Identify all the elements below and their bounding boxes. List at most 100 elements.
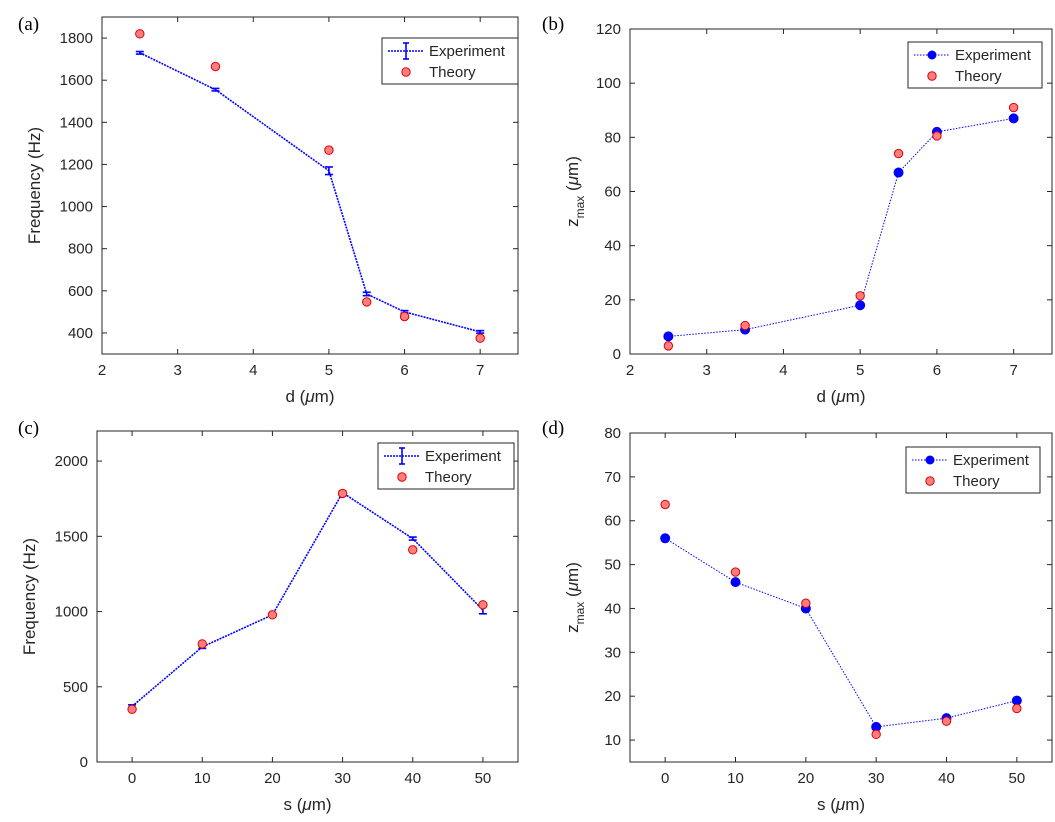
panel-label: (d) [542, 418, 564, 439]
y-axis-label: Frequency (Hz) [20, 538, 39, 655]
theory-point [210, 61, 221, 72]
x-axis-label: d (μm) [817, 387, 866, 406]
x-axis-label-part: s ( [817, 795, 836, 814]
y-tick-label: 40 [604, 238, 621, 255]
series-line [668, 117, 1014, 337]
series-line [131, 491, 484, 707]
series-theory [660, 499, 1022, 740]
theory-point [871, 729, 881, 740]
x-tick-label: 50 [475, 770, 492, 787]
y-axis-label-part: z [563, 218, 582, 227]
x-tick-label: 30 [334, 770, 351, 787]
theory-point [475, 333, 485, 343]
x-tick-label: 40 [938, 770, 955, 787]
y-axis-label-part: max [573, 196, 587, 219]
theory-point [324, 145, 334, 155]
legend-theory-marker [397, 472, 407, 482]
legend-experiment-marker [927, 50, 937, 60]
x-tick-label: 50 [1008, 770, 1025, 787]
legend-experiment-marker [925, 455, 935, 465]
y-tick-label: 10 [604, 732, 621, 749]
y-axis-label-part: m) [563, 156, 582, 176]
panel-label: (a) [18, 14, 39, 35]
theory-point [660, 499, 670, 510]
legend-experiment-label: Experiment [429, 43, 506, 60]
y-tick-label: 400 [68, 325, 93, 342]
series-experiment [660, 533, 1022, 732]
theory-point [399, 311, 410, 322]
y-tick-label: 30 [604, 644, 621, 661]
legend-experiment-label: Experiment [955, 47, 1032, 64]
x-tick-label: 2 [98, 362, 106, 379]
y-axis-label-part: m) [563, 562, 582, 582]
x-tick-label: 7 [1009, 362, 1017, 379]
x-axis-label-part: d ( [286, 387, 306, 406]
x-tick-label: 6 [400, 362, 408, 379]
experiment-point [660, 533, 671, 544]
x-tick-label: 2 [626, 362, 634, 379]
y-tick-label: 600 [68, 283, 93, 300]
y-axis-label: zmax (μm) [563, 156, 587, 227]
x-tick-label: 40 [404, 770, 421, 787]
theory-point [135, 29, 145, 39]
y-tick-label: 120 [596, 21, 621, 38]
y-axis-label-part: μ [563, 175, 582, 186]
y-tick-label: 1400 [60, 114, 93, 131]
x-tick-label: 3 [703, 362, 711, 379]
legend: Experiment Theory [377, 442, 515, 490]
legend-theory-label: Theory [429, 64, 476, 81]
x-tick-label: 10 [194, 770, 211, 787]
y-tick-label: 2000 [55, 453, 88, 470]
series-experiment [663, 113, 1019, 342]
x-axis-label-part: μ [835, 795, 846, 814]
theory-point [337, 488, 348, 499]
x-tick-label: 0 [661, 770, 669, 787]
y-tick-label: 1000 [55, 604, 88, 621]
x-axis-label-part: s ( [283, 795, 302, 814]
y-axis-label-part: Frequency (Hz) [20, 538, 39, 655]
axes-box [101, 16, 519, 355]
experiment-point [730, 577, 741, 588]
x-axis-label-part: m) [312, 795, 332, 814]
legend: Experiment Theory [905, 446, 1041, 494]
y-tick-label: 1600 [60, 72, 93, 89]
x-tick-label: 20 [797, 770, 814, 787]
x-tick-label: 0 [128, 770, 136, 787]
y-tick-label: 0 [80, 754, 88, 771]
y-tick-label: 1500 [55, 528, 88, 545]
y-tick-label: 20 [604, 688, 621, 705]
x-axis-label-part: μ [301, 795, 312, 814]
x-axis-label-part: m) [846, 387, 866, 406]
x-axis-label-part: μ [835, 387, 846, 406]
series-experiment [135, 50, 485, 334]
theory-point [663, 341, 674, 351]
legend-experiment-label: Experiment [953, 452, 1030, 469]
series-line [139, 52, 481, 333]
theory-point [362, 297, 372, 307]
x-axis-label-part: d ( [817, 387, 837, 406]
legend-theory-label: Theory [425, 469, 472, 486]
x-axis-label: d (μm) [286, 387, 335, 406]
y-tick-label: 1000 [60, 199, 93, 216]
series-theory [127, 488, 488, 715]
axes-box [629, 432, 1053, 763]
y-tick-label: 0 [613, 346, 621, 363]
theory-point [855, 291, 865, 301]
x-tick-label: 4 [249, 362, 257, 379]
series-experiment [128, 490, 487, 709]
x-axis-label-part: m) [315, 387, 335, 406]
series-theory [663, 102, 1019, 351]
x-axis-label-part: m) [845, 795, 865, 814]
series-line [664, 537, 1017, 728]
x-tick-label: 5 [325, 362, 333, 379]
theory-point [127, 704, 137, 715]
theory-point [267, 610, 278, 620]
y-tick-label: 500 [63, 679, 88, 696]
y-axis-label-part: Frequency (Hz) [25, 127, 44, 244]
experiment-point [1011, 695, 1022, 706]
y-tick-label: 80 [604, 425, 621, 442]
x-tick-label: 20 [264, 770, 281, 787]
